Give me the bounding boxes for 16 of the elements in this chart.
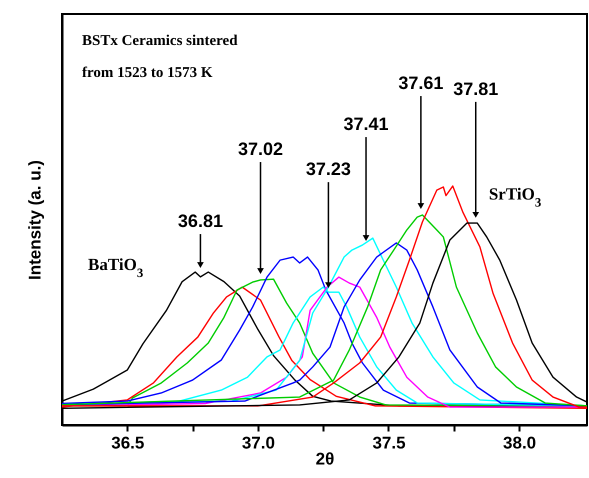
y-axis-title: Intensity (a. u.) [26,160,44,280]
series-label: SrTiO$_{3}$ [488,184,542,210]
text: BaTiO$_{3}$ [88,254,144,280]
x-tick-label: 36.5 [111,434,144,452]
x-tick-label: 37.5 [372,434,406,452]
text: BSTx Ceramics sintered [82,33,238,49]
annotation: 37.61 [398,73,444,94]
annotation: 36.81 [178,211,223,232]
x-tick-label: 38.0 [503,434,536,452]
x-axis-title: 2θ [316,450,334,468]
annotation: 37.23 [306,159,351,180]
annotation: 37.02 [238,139,284,160]
annotation: 37.81 [453,78,498,99]
text: from 1523 to 1573 K [82,65,213,81]
x-tick-label: 37.0 [242,434,275,452]
annotation: 37.41 [344,114,389,134]
